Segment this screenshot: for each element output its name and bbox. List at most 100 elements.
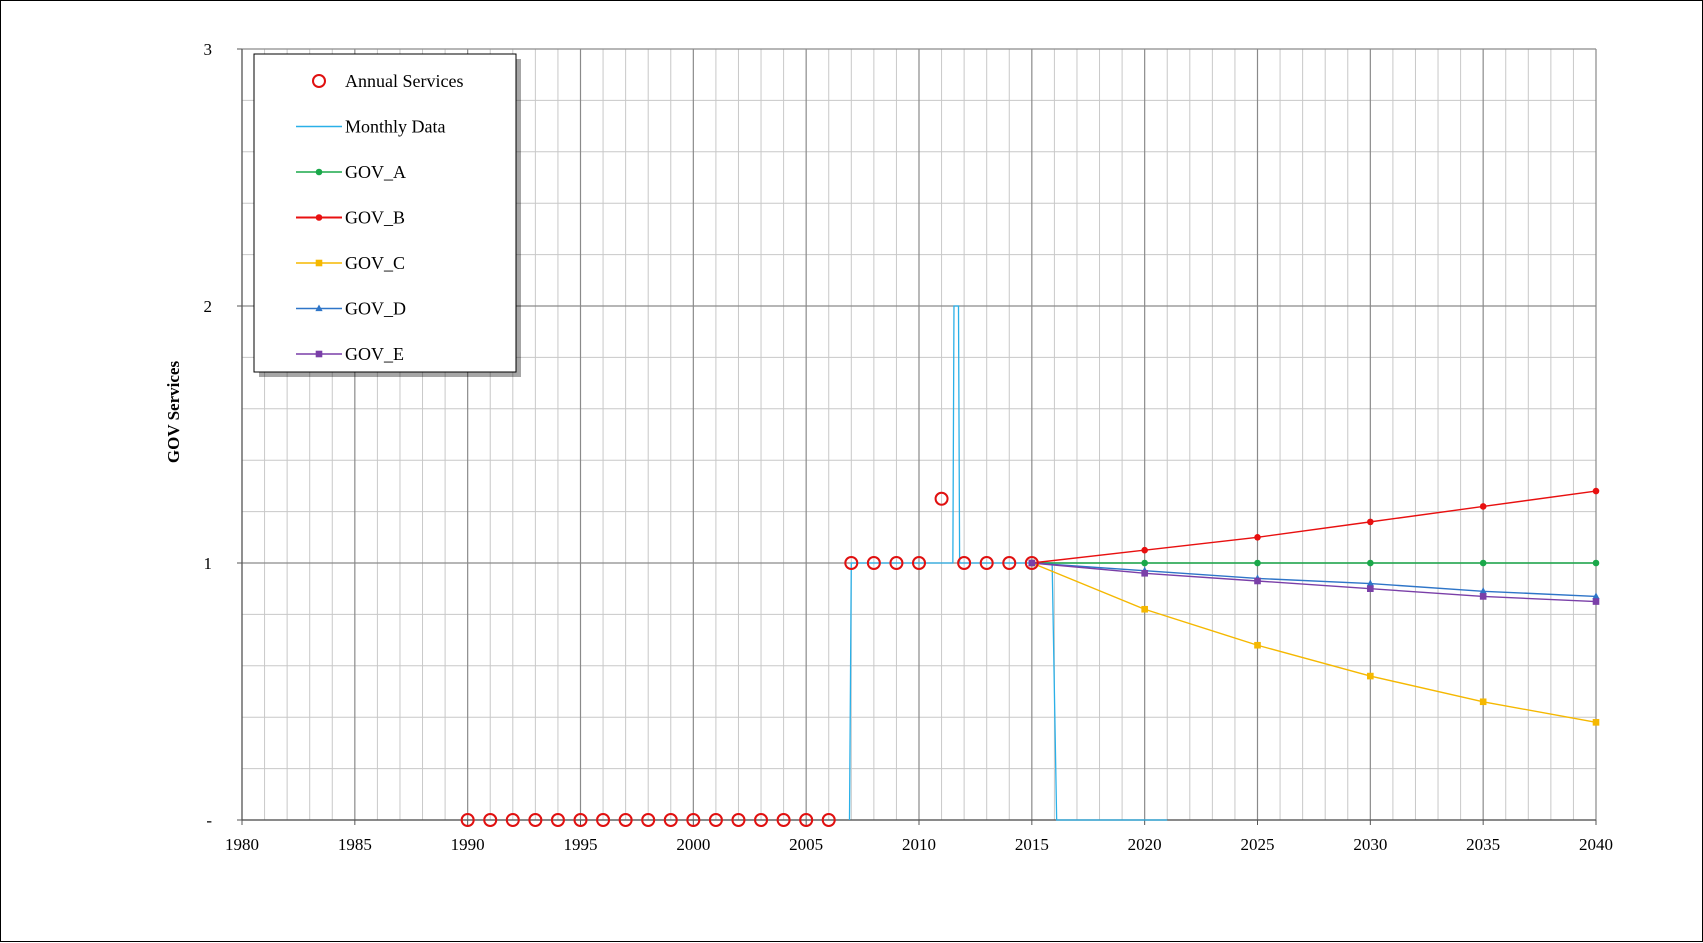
x-tick-label: 2025: [1241, 835, 1275, 854]
series-gov-e: [1028, 559, 1600, 605]
legend-item-gov-b: GOV_B: [296, 208, 405, 228]
x-tick-label: 2005: [789, 835, 823, 854]
legend-label: Monthly Data: [345, 117, 446, 137]
data-point-gov-c: [1141, 605, 1148, 613]
legend-label: GOV_B: [345, 208, 405, 228]
x-axis-ticks: 1980 1985 1990 1995 2000 2005 2010 2015 2020 2025…: [225, 820, 1613, 854]
data-point-annual-services: [663, 813, 678, 827]
x-tick-label: 1990: [451, 835, 485, 854]
series-line-gov-b: [1031, 490, 1597, 564]
legend-label: GOV_C: [345, 253, 405, 273]
y-tick-label: 2: [204, 297, 213, 316]
data-point-annual-services: [799, 813, 814, 827]
series-layer: [460, 305, 1600, 827]
legend-entries: Annual Services Monthly Data GOV_A GOV_B GOV…: [296, 71, 463, 364]
data-point-gov-e: [1141, 569, 1148, 577]
legend-label: GOV_E: [345, 344, 404, 364]
data-point-annual-services: [641, 813, 656, 827]
data-point-annual-services: [573, 813, 588, 827]
series-annual-services: [460, 491, 1039, 827]
series-line-gov-c: [1031, 562, 1597, 724]
data-point-annual-services: [776, 813, 791, 827]
legend-label: Annual Services: [345, 71, 463, 91]
data-point-annual-services: [754, 813, 769, 827]
series-line-gov-e: [1031, 562, 1597, 603]
legend-item-gov-c: GOV_C: [296, 253, 405, 273]
data-point-gov-a: [1592, 559, 1600, 567]
legend-swatch-marker: [315, 304, 323, 312]
data-point-gov-e: [1254, 577, 1261, 585]
series-gov-a: [1028, 559, 1600, 567]
legend-item-annual-services: Annual Services: [312, 71, 463, 91]
data-point-annual-services: [889, 556, 904, 570]
x-tick-label: 2035: [1466, 835, 1500, 854]
data-point-annual-services: [528, 813, 543, 827]
series-gov-d: [1028, 559, 1600, 600]
legend-swatch-marker: [315, 350, 323, 358]
x-tick-label: 1995: [564, 835, 598, 854]
legend-swatch-marker: [315, 168, 323, 176]
x-tick-label: 2000: [676, 835, 710, 854]
data-point-gov-a: [1479, 559, 1487, 567]
data-point-gov-a: [1254, 559, 1261, 567]
y-tick-label: -: [206, 811, 212, 830]
data-point-gov-e: [1367, 585, 1374, 592]
data-point-gov-c: [1592, 719, 1600, 726]
data-point-gov-e: [1479, 593, 1487, 600]
data-point-annual-services: [866, 556, 881, 570]
x-tick-label: 2040: [1579, 835, 1613, 854]
y-tick-label: 3: [204, 40, 213, 59]
legend-swatch-marker: [315, 259, 323, 267]
y-axis-title: GOV Services: [164, 361, 183, 464]
data-point-annual-services: [708, 813, 723, 827]
data-point-gov-e: [1592, 598, 1600, 605]
data-point-annual-services: [596, 813, 611, 827]
data-point-annual-services: [505, 813, 520, 827]
data-point-annual-services: [483, 813, 498, 827]
data-point-gov-a: [1367, 559, 1374, 567]
legend-swatch-marker: [312, 74, 326, 88]
data-point-gov-e: [1028, 559, 1036, 567]
x-tick-label: 1980: [225, 835, 259, 854]
data-point-annual-services: [731, 813, 746, 827]
data-point-annual-services: [1024, 556, 1039, 570]
data-point-annual-services: [821, 813, 836, 827]
data-point-gov-b: [1592, 487, 1600, 495]
legend-label: GOV_A: [345, 162, 406, 182]
legend-swatch-marker: [315, 214, 323, 221]
legend-item-gov-a: GOV_A: [296, 162, 406, 182]
data-point-annual-services: [957, 556, 972, 570]
x-tick-label: 2020: [1128, 835, 1162, 854]
data-point-gov-c: [1479, 698, 1487, 706]
data-point-annual-services: [912, 556, 926, 570]
legend-item-monthly-data: Monthly Data: [296, 117, 446, 137]
data-point-annual-services: [686, 813, 701, 827]
legend: Annual Services Monthly Data GOV_A GOV_B GOV…: [253, 53, 521, 377]
data-point-gov-d: [1479, 587, 1487, 594]
data-point-annual-services: [618, 813, 633, 827]
data-point-gov-c: [1254, 641, 1261, 649]
legend-label: GOV_D: [345, 299, 406, 319]
y-tick-label: 1: [204, 554, 213, 573]
x-tick-label: 2015: [1015, 835, 1049, 854]
legend-box: [253, 53, 517, 373]
series-gov-b: [1028, 487, 1600, 567]
legend-item-gov-e: GOV_E: [296, 344, 404, 364]
series-line-gov-d: [1031, 562, 1597, 598]
legend-item-gov-d: GOV_D: [296, 299, 406, 319]
data-point-gov-b: [1479, 503, 1487, 510]
y-axis-ticks: - 1 2 3: [204, 40, 242, 830]
data-point-gov-d: [1592, 592, 1600, 600]
data-point-annual-services: [460, 813, 475, 827]
data-point-annual-services: [550, 813, 565, 827]
data-point-gov-b: [1367, 518, 1374, 526]
series-monthly-data: [848, 305, 1168, 821]
data-point-gov-a: [1141, 559, 1148, 567]
x-tick-label: 2030: [1353, 835, 1387, 854]
data-point-gov-d: [1366, 579, 1374, 587]
data-point-annual-services: [1002, 556, 1017, 570]
data-point-gov-c: [1367, 672, 1374, 680]
data-point-annual-services: [844, 556, 859, 570]
